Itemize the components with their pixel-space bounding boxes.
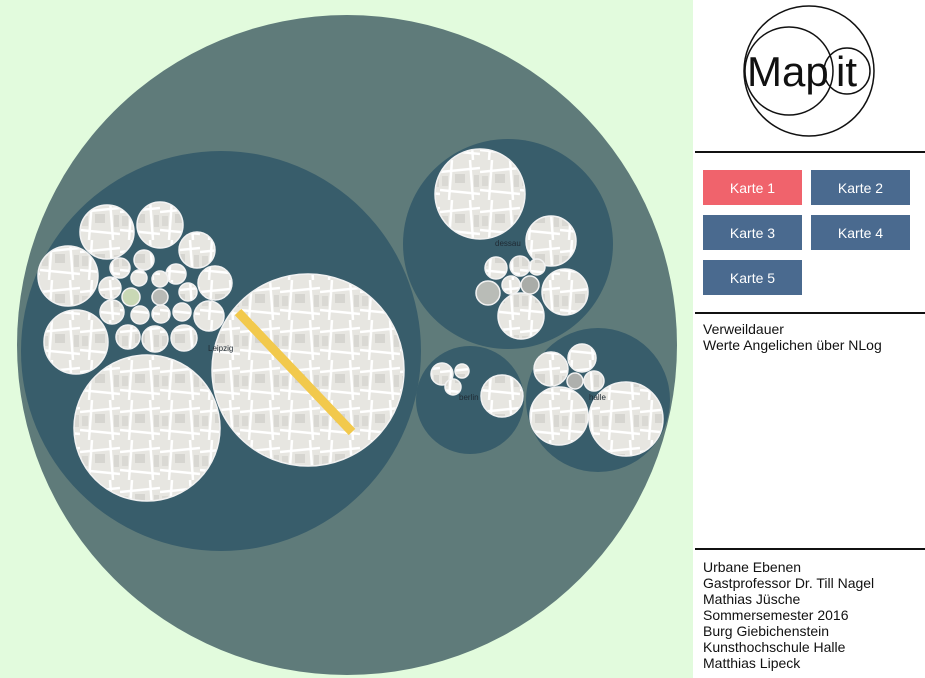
credit-line: Sommersemester 2016 xyxy=(703,607,849,623)
bubble-map-visualization: Leipzig dessau berlin halle xyxy=(0,0,693,678)
map-bubble[interactable] xyxy=(151,304,171,324)
map-bubble[interactable] xyxy=(151,270,169,288)
map-bubble[interactable] xyxy=(475,280,501,306)
side-panel: Map it Karte 1 Karte 2 Karte 3 Karte 4 K… xyxy=(693,0,925,678)
map-bubble[interactable] xyxy=(130,269,148,287)
divider xyxy=(695,151,925,153)
map-bubble[interactable] xyxy=(130,305,150,325)
info-line-nlog: Werte Angelichen über NLog xyxy=(703,337,882,353)
map-bubble-halle-main[interactable] xyxy=(588,381,664,457)
map-bubble[interactable] xyxy=(529,386,589,446)
city-label-halle: halle xyxy=(589,393,606,402)
map-bubble[interactable] xyxy=(133,249,155,271)
map-it-logo: Map it xyxy=(743,5,875,137)
map-bubble[interactable] xyxy=(197,265,233,301)
bubble-chart: Leipzig dessau berlin halle xyxy=(17,15,677,675)
city-label-dessau: dessau xyxy=(495,239,521,248)
map-bubble[interactable] xyxy=(79,204,135,260)
map-bubble[interactable] xyxy=(73,354,221,502)
map-bubble[interactable] xyxy=(37,245,99,307)
map-bubble[interactable] xyxy=(98,276,122,300)
info-line-verweildauer: Verweildauer xyxy=(703,321,784,337)
road-highlight xyxy=(234,308,356,436)
karte-3-button[interactable]: Karte 3 xyxy=(703,215,802,250)
info-text: Verweildauer Werte Angelichen über NLog xyxy=(703,321,882,353)
karte-1-button[interactable]: Karte 1 xyxy=(703,170,802,205)
map-bubble[interactable] xyxy=(99,299,125,325)
map-bubble[interactable] xyxy=(172,302,192,322)
map-bubble[interactable] xyxy=(43,309,109,375)
map-bubble[interactable] xyxy=(141,325,169,353)
map-bubble[interactable] xyxy=(541,268,589,316)
map-bubble[interactable] xyxy=(509,255,531,277)
map-bubble[interactable] xyxy=(583,370,605,392)
map-bubble[interactable] xyxy=(480,374,524,418)
credit-line: Kunsthochschule Halle xyxy=(703,639,846,655)
map-bubble[interactable] xyxy=(178,231,216,269)
map-bubble[interactable] xyxy=(109,257,131,279)
credit-line: Gastprofessor Dr. Till Nagel xyxy=(703,575,875,591)
credits: Urbane Ebenen Gastprofessor Dr. Till Nag… xyxy=(703,559,874,671)
city-label-leipzig: Leipzig xyxy=(208,344,233,353)
karte-2-button[interactable]: Karte 2 xyxy=(811,170,910,205)
map-bubble[interactable] xyxy=(454,363,470,379)
map-bubble[interactable] xyxy=(528,258,546,276)
karte-5-button[interactable]: Karte 5 xyxy=(703,260,802,295)
map-bubble[interactable] xyxy=(525,215,577,267)
map-bubble-dessau-main[interactable] xyxy=(434,148,526,240)
city-label-berlin: berlin xyxy=(459,393,479,402)
map-bubble[interactable] xyxy=(566,372,584,390)
map-bubble[interactable] xyxy=(178,282,198,302)
logo-text-map: Map xyxy=(747,48,829,95)
divider xyxy=(695,548,925,550)
credit-line: Urbane Ebenen xyxy=(703,559,802,575)
map-bubble[interactable] xyxy=(497,292,545,340)
divider xyxy=(695,312,925,314)
credit-line: Mathias Jüsche xyxy=(703,591,801,607)
map-bubble[interactable] xyxy=(165,263,187,285)
map-bubble[interactable] xyxy=(520,275,540,295)
map-bubble[interactable] xyxy=(115,324,141,350)
map-bubble[interactable] xyxy=(121,287,141,307)
map-bubble[interactable] xyxy=(430,362,454,386)
credit-line: Burg Giebichenstein xyxy=(703,623,830,639)
map-bubble[interactable] xyxy=(193,300,225,332)
map-bubble[interactable] xyxy=(136,201,184,249)
map-bubble[interactable] xyxy=(501,275,521,295)
map-bubble[interactable] xyxy=(533,351,569,387)
map-bubble[interactable] xyxy=(484,256,508,280)
map-bubble-leipzig-main[interactable] xyxy=(211,273,405,467)
map-bubble[interactable] xyxy=(151,288,169,306)
map-bubble[interactable] xyxy=(170,324,198,352)
credit-line: Matthias Lipeck xyxy=(703,655,801,671)
map-bubble[interactable] xyxy=(567,343,597,373)
logo-text-it: it xyxy=(836,48,857,95)
map-bubble[interactable] xyxy=(444,378,462,396)
karte-4-button[interactable]: Karte 4 xyxy=(811,215,910,250)
